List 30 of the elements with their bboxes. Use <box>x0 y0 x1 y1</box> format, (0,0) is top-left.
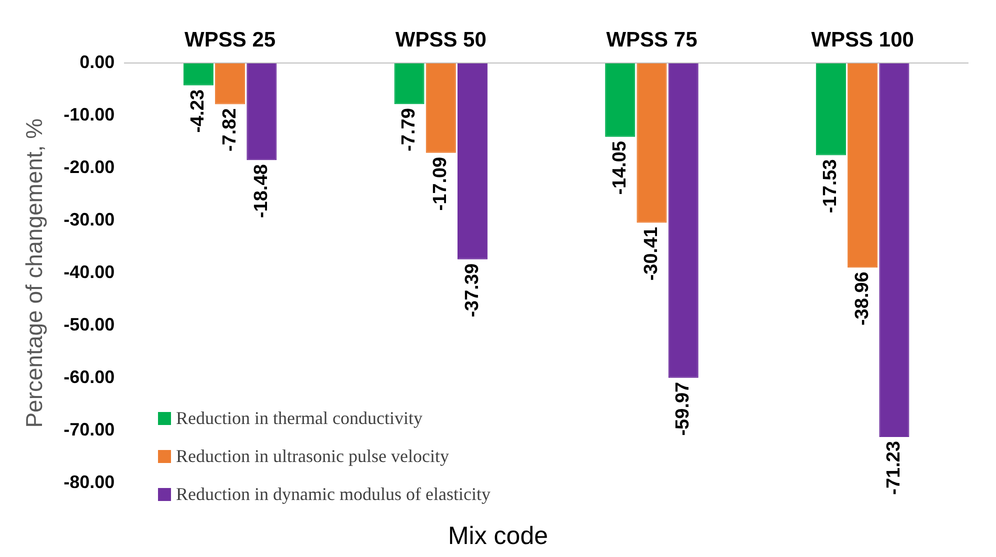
y-tick-label: -60.00 <box>64 367 115 388</box>
x-axis-title: Mix code <box>446 522 550 551</box>
y-tick-label: -40.00 <box>64 262 115 282</box>
legend-label: Reduction in thermal conductivity <box>176 408 422 428</box>
y-tick-label: -70.00 <box>64 419 115 440</box>
data-label: -59.97 <box>672 382 694 436</box>
x-tick-label: WPSS 50 <box>395 28 486 52</box>
data-label: -37.39 <box>462 263 483 318</box>
data-label: -30.41 <box>640 226 662 281</box>
x-tick-label: WPSS 100 <box>811 28 914 52</box>
data-label: -18.48 <box>250 164 272 218</box>
data-label: -7.82 <box>219 108 240 152</box>
y-tick-label: -20.00 <box>64 157 115 178</box>
x-tick-label: WPSS 75 <box>606 28 698 52</box>
data-label: -71.23 <box>883 440 904 495</box>
data-label: -17.09 <box>430 156 452 211</box>
y-tick-label: -30.00 <box>64 210 115 230</box>
data-label: -4.23 <box>188 89 209 133</box>
data-label: -38.96 <box>852 272 873 326</box>
data-label: -7.79 <box>398 108 420 152</box>
legend-label: Reduction in dynamic modulus of elasticity <box>176 484 490 504</box>
y-tick-label: -50.00 <box>64 314 115 335</box>
y-axis-title: Percentage of changement, % <box>21 118 48 428</box>
y-tick-label: -10.00 <box>64 104 115 125</box>
x-tick-label: WPSS 25 <box>184 28 276 52</box>
y-tick-label: 0.00 <box>80 52 115 72</box>
y-tick-label: -80.00 <box>64 472 115 492</box>
data-label: -14.05 <box>609 140 630 195</box>
data-label: -17.53 <box>820 159 842 214</box>
legend-label: Reduction in ultrasonic pulse velocity <box>176 446 449 466</box>
